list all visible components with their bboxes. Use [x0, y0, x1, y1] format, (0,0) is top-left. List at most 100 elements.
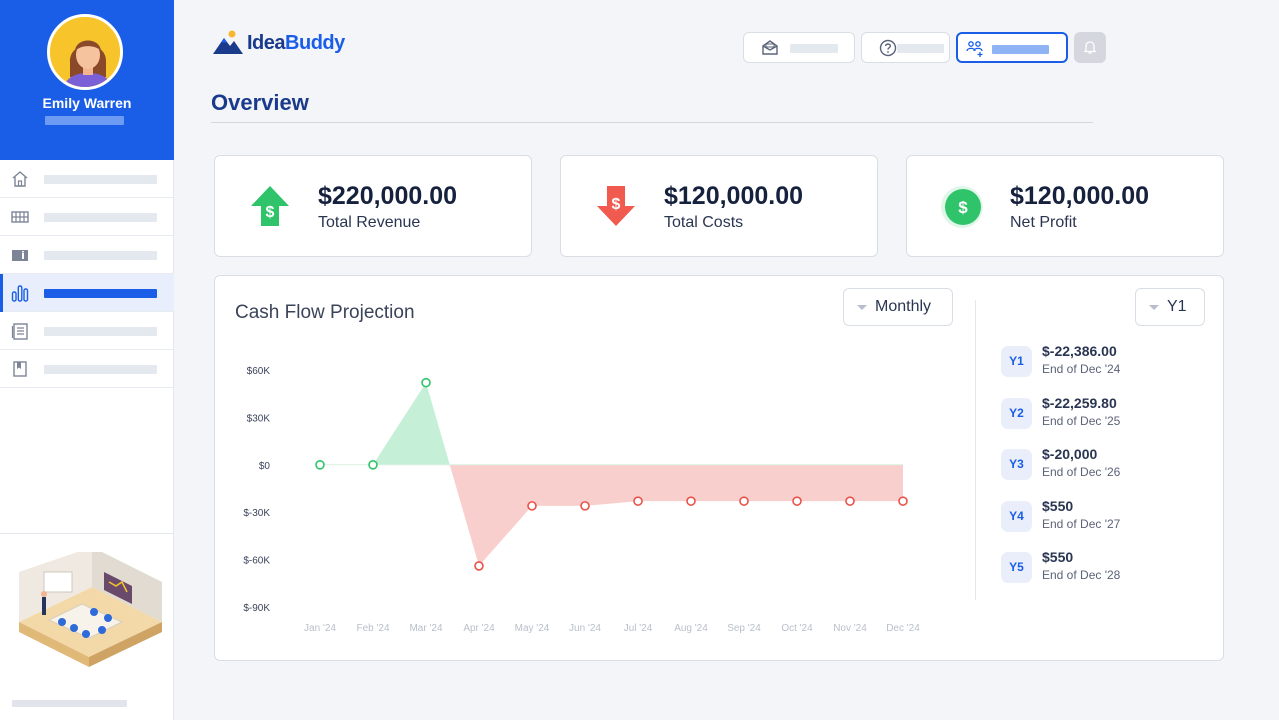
- svg-text:$: $: [266, 204, 275, 221]
- year-balance-value: $-22,259.80: [1042, 395, 1117, 411]
- data-point: [633, 496, 643, 506]
- y-tick-label: $-90K: [243, 603, 270, 614]
- bookmark-icon: [13, 361, 27, 377]
- negative-area: [479, 464, 532, 566]
- document-icon: [11, 323, 28, 340]
- year-badge: Y4: [1001, 501, 1032, 532]
- notifications-button[interactable]: [1074, 32, 1106, 63]
- invite-collaborators-button[interactable]: [956, 32, 1068, 63]
- meeting-room-illustration: [19, 552, 162, 667]
- sidebar-item-label-placeholder: [44, 327, 157, 336]
- positive-area: [373, 382, 426, 465]
- year-summary-item[interactable]: Y5 $550 End of Dec '28: [1001, 549, 1201, 596]
- home-icon: [12, 171, 28, 187]
- sidebar-item-label-placeholder: [44, 365, 157, 374]
- data-point: [421, 377, 431, 388]
- revenue-up-arrow-icon: $: [251, 186, 289, 226]
- invite-label-placeholder: [992, 45, 1049, 54]
- x-tick-label: Jul '24: [624, 623, 653, 634]
- total-revenue-value: $220,000.00: [318, 182, 458, 210]
- caret-down-icon: [1149, 304, 1159, 310]
- year-summary-item[interactable]: Y4 $550 End of Dec '27: [1001, 498, 1201, 545]
- sidebar-item-resources[interactable]: [0, 350, 174, 388]
- total-costs-card: $ $120,000.00 Total Costs: [560, 155, 878, 257]
- sidebar-item-label-placeholder: [44, 289, 157, 298]
- year-badge: Y1: [1001, 346, 1032, 377]
- x-tick-label: Feb '24: [356, 623, 389, 634]
- help-label-placeholder: [897, 44, 944, 53]
- page-title-divider: [211, 122, 1093, 123]
- negative-area: [797, 464, 850, 502]
- year-balance-date: End of Dec '28: [1042, 568, 1121, 582]
- year-balance-value: $550: [1042, 549, 1074, 565]
- year-badge: Y5: [1001, 552, 1032, 583]
- year-balance-value: $-20,000: [1042, 446, 1098, 462]
- user-subtitle-placeholder: [45, 116, 124, 125]
- sidebar-item-financials[interactable]: [0, 274, 174, 312]
- net-profit-card: $ $120,000.00 Net Profit: [906, 155, 1224, 257]
- costs-down-arrow-icon: $: [597, 186, 635, 226]
- cash-flow-panel: [214, 275, 1224, 661]
- avatar-image: [50, 17, 120, 87]
- year-balance-date: End of Dec '27: [1042, 517, 1121, 531]
- negative-area: [585, 464, 638, 506]
- negative-area: [532, 464, 585, 506]
- data-point: [368, 460, 378, 470]
- data-point: [686, 496, 696, 506]
- net-profit-label: Net Profit: [1010, 214, 1077, 231]
- sidebar-item-label-placeholder: [44, 251, 157, 260]
- bar-chart-icon: [11, 285, 29, 302]
- sidebar-item-home[interactable]: [0, 160, 174, 198]
- sidebar-item-planning[interactable]: [0, 198, 174, 236]
- data-point: [792, 496, 802, 506]
- data-point: [739, 496, 749, 506]
- help-button[interactable]: [861, 32, 950, 63]
- year-balance-value: $-22,386.00: [1042, 343, 1117, 359]
- period-select-value: Monthly: [875, 298, 932, 315]
- total-revenue-label: Total Revenue: [318, 214, 421, 231]
- sidebar-divider: [0, 533, 174, 534]
- y-tick-label: $30K: [247, 413, 271, 424]
- user-name: Emily Warren: [42, 95, 132, 111]
- year-balance-date: End of Dec '26: [1042, 465, 1121, 479]
- year-summary-item[interactable]: Y1 $-22,386.00 End of Dec '24: [1001, 343, 1201, 390]
- x-tick-label: Dec '24: [886, 623, 920, 634]
- year-summary-item[interactable]: Y3 $-20,000 End of Dec '26: [1001, 446, 1201, 493]
- negative-area: [850, 464, 903, 502]
- year-balance-date: End of Dec '25: [1042, 414, 1121, 428]
- sidebar-item-label-placeholder: [44, 175, 157, 184]
- y-tick-label: $0: [259, 461, 271, 472]
- caret-down-icon: [857, 304, 867, 310]
- total-costs-label: Total Costs: [664, 214, 744, 231]
- bell-icon: [1083, 41, 1097, 54]
- sidebar-item-plan[interactable]: [0, 312, 174, 350]
- data-point: [315, 460, 325, 470]
- page-title: Overview: [211, 90, 309, 115]
- messages-button[interactable]: [743, 32, 855, 63]
- sidebar-item-guide[interactable]: [0, 236, 174, 274]
- data-point: [845, 496, 855, 506]
- data-point: [580, 501, 590, 511]
- logo-text-idea: Idea: [247, 31, 286, 54]
- avatar[interactable]: [47, 14, 123, 90]
- sidebar-footer-placeholder: [12, 700, 127, 707]
- year-summary-item[interactable]: Y2 $-22,259.80 End of Dec '25: [1001, 395, 1201, 442]
- year-select[interactable]: Y1: [1135, 288, 1205, 326]
- add-users-icon: [966, 41, 983, 57]
- x-tick-label: Apr '24: [463, 623, 495, 634]
- y-tick-label: $-60K: [243, 556, 270, 567]
- data-point: [898, 496, 908, 506]
- svg-text:$: $: [958, 198, 968, 217]
- svg-text:$: $: [612, 196, 621, 213]
- ideabuddy-logo[interactable]: IdeaBuddy: [213, 28, 345, 58]
- x-tick-label: Sep '24: [727, 623, 761, 634]
- profit-dollar-icon: $: [941, 186, 983, 228]
- x-tick-label: May '24: [515, 623, 550, 634]
- x-tick-label: Aug '24: [674, 623, 708, 634]
- negative-area: [691, 464, 744, 502]
- period-select[interactable]: Monthly: [843, 288, 953, 326]
- messages-label-placeholder: [790, 44, 838, 53]
- sidebar: Emily Warren: [0, 0, 174, 720]
- logo-text: IdeaBuddy: [247, 32, 345, 55]
- cash-flow-title: Cash Flow Projection: [235, 302, 415, 323]
